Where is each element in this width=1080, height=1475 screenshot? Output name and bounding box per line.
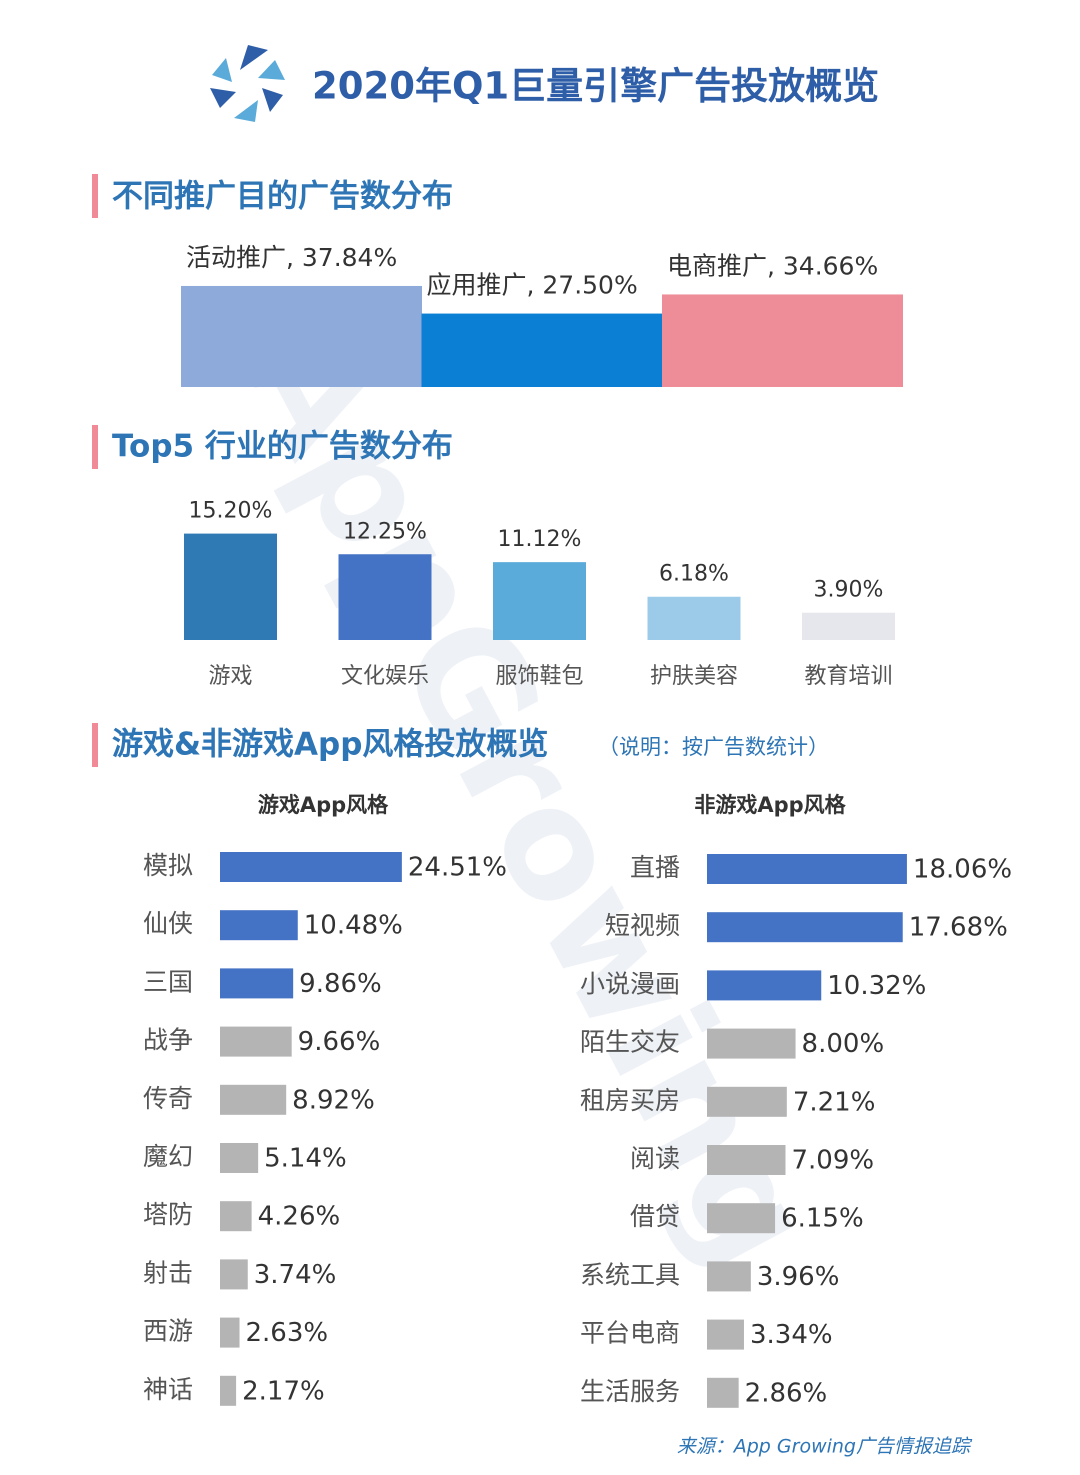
data-label: 12.25%: [343, 519, 427, 544]
y-tick-label: 平台电商: [580, 1319, 680, 1348]
data-label: 9.86%: [299, 969, 382, 999]
bar: [707, 1319, 744, 1350]
data-label: 2.17%: [242, 1376, 325, 1406]
y-tick-label: 生活服务: [580, 1377, 680, 1406]
bar: [662, 294, 903, 387]
bar: [220, 1375, 237, 1406]
data-label: 8.92%: [292, 1085, 375, 1115]
source: 来源：App Growing广告情报追踪: [677, 1436, 973, 1458]
data-label: 18.06%: [913, 855, 1012, 885]
data-label: 2.86%: [745, 1378, 828, 1408]
bar: [220, 852, 402, 882]
bar: [338, 554, 432, 640]
data-label: 6.15%: [781, 1204, 864, 1234]
y-tick-label: 战争: [143, 1026, 193, 1055]
bar: [220, 1317, 240, 1348]
data-label: 10.48%: [304, 911, 403, 941]
data-label: 3.96%: [757, 1262, 840, 1292]
bar: [802, 612, 895, 640]
data-label: 10.32%: [827, 971, 926, 1001]
section-marker: [92, 723, 98, 767]
y-tick-label: 借贷: [630, 1202, 680, 1231]
y-tick-label: 西游: [143, 1317, 193, 1346]
data-label: 应用推广, 27.50%: [427, 271, 638, 300]
y-tick-label: 小说漫画: [580, 969, 680, 998]
y-tick-label: 系统工具: [580, 1260, 680, 1289]
y-tick-label: 阅读: [630, 1144, 680, 1173]
data-label: 8.00%: [802, 1029, 885, 1059]
data-label: 6.18%: [659, 562, 729, 587]
y-tick-label: 魔幻: [143, 1142, 193, 1171]
bar: [421, 313, 663, 387]
x-tick-label: 游戏: [208, 664, 252, 689]
data-label: 7.21%: [793, 1087, 876, 1117]
note: （说明：按广告数统计）: [598, 735, 829, 759]
section-title: Top5 行业的广告数分布: [112, 429, 453, 465]
bar: [707, 1145, 786, 1175]
bar: [707, 854, 907, 884]
data-label: 11.12%: [498, 527, 582, 552]
data-label: 17.68%: [909, 913, 1008, 943]
bar: [220, 968, 294, 999]
bar: [220, 1201, 252, 1232]
chart-title: 游戏App风格: [258, 793, 389, 817]
bar: [707, 1261, 751, 1292]
bar: [220, 1084, 287, 1115]
section-title: 不同推广目的广告数分布: [112, 179, 453, 215]
bar: [220, 1026, 292, 1057]
data-label: 7.09%: [791, 1146, 874, 1176]
y-tick-label: 三国: [143, 967, 193, 996]
x-tick-label: 护肤美容: [650, 664, 738, 689]
section-marker: [92, 174, 98, 218]
y-tick-label: 塔防: [143, 1200, 193, 1229]
bar: [707, 1203, 776, 1234]
bar: [493, 562, 586, 640]
bar: [707, 1028, 796, 1059]
logo: [210, 45, 285, 122]
bar: [184, 533, 277, 640]
y-tick-label: 神话: [143, 1375, 193, 1404]
section-title: 游戏&非游戏App风格投放概览: [112, 727, 548, 763]
page-title: 2020年Q1巨量引擎广告投放概览: [312, 65, 879, 108]
y-tick-label: 直播: [630, 853, 680, 882]
y-tick-label: 陌生交友: [580, 1028, 680, 1057]
x-tick-label: 服饰鞋包: [495, 664, 583, 689]
y-tick-label: 租房买房: [580, 1086, 680, 1115]
data-label: 3.90%: [814, 578, 884, 603]
y-tick-label: 传奇: [143, 1084, 193, 1113]
bar: [647, 596, 741, 640]
data-label: 电商推广, 34.66%: [667, 251, 878, 280]
bar: [707, 970, 822, 1001]
data-label: 活动推广, 37.84%: [186, 243, 397, 272]
bar: [220, 1259, 248, 1290]
section-marker: [92, 425, 98, 469]
bar: [220, 1143, 259, 1173]
bar: [707, 1377, 739, 1408]
bar: [707, 1086, 787, 1117]
data-label: 9.66%: [298, 1027, 381, 1057]
data-label: 15.20%: [189, 499, 273, 524]
x-tick-label: 教育培训: [804, 664, 892, 689]
y-tick-label: 射击: [143, 1258, 193, 1287]
data-label: 2.63%: [246, 1318, 329, 1348]
bar: [181, 285, 422, 387]
y-tick-label: 仙侠: [143, 909, 193, 938]
data-label: 5.14%: [264, 1144, 347, 1174]
data-label: 4.26%: [258, 1202, 341, 1232]
bar: [707, 912, 903, 943]
data-label: 24.51%: [408, 853, 507, 883]
data-label: 3.74%: [254, 1260, 337, 1290]
x-tick-label: 文化娱乐: [341, 664, 429, 689]
y-tick-label: 模拟: [143, 851, 193, 880]
bar: [220, 910, 298, 941]
y-tick-label: 短视频: [605, 911, 680, 940]
data-label: 3.34%: [750, 1320, 833, 1350]
chart-title: 非游戏App风格: [694, 793, 846, 817]
